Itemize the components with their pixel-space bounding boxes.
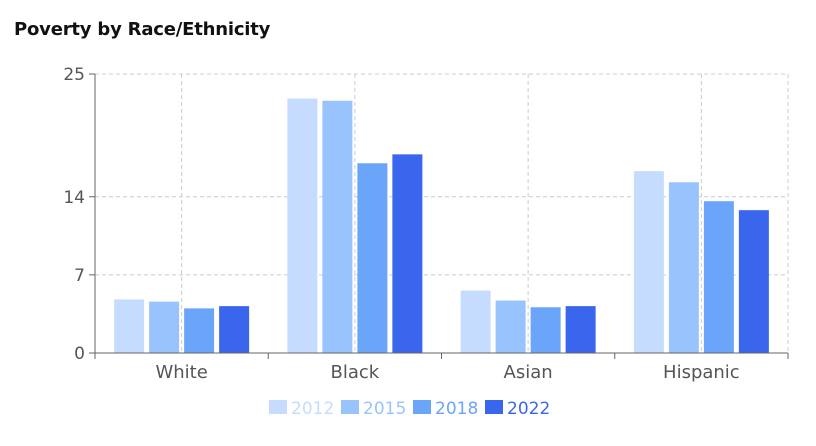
bar[interactable] xyxy=(460,290,491,353)
bar[interactable] xyxy=(149,301,180,353)
bars xyxy=(114,98,769,353)
legend-swatch xyxy=(413,400,431,414)
legend-swatch xyxy=(341,400,359,414)
y-tick-label: 0 xyxy=(74,344,85,364)
bar[interactable] xyxy=(738,210,769,353)
legend-item[interactable]: 2022 xyxy=(485,399,550,419)
legend-label: 2015 xyxy=(363,399,406,419)
bar[interactable] xyxy=(287,98,318,353)
axes xyxy=(89,73,789,359)
y-tick-label: 14 xyxy=(63,188,85,208)
bar[interactable] xyxy=(322,100,353,353)
x-tick-label: Black xyxy=(331,362,380,383)
legend-item[interactable]: 2012 xyxy=(269,399,334,419)
x-tick-labels: White Black Asian Hispanic xyxy=(155,362,739,383)
y-tick-label: 7 xyxy=(74,266,85,286)
legend-swatch xyxy=(269,400,287,414)
legend-item[interactable]: 2015 xyxy=(341,399,406,419)
bar[interactable] xyxy=(219,306,250,353)
legend-label: 2012 xyxy=(291,399,334,419)
x-tick-label: Hispanic xyxy=(663,362,740,383)
y-tick-labels: 0 7 14 25 xyxy=(63,65,85,364)
bar[interactable] xyxy=(392,154,423,353)
bar[interactable] xyxy=(184,308,215,353)
legend-swatch xyxy=(485,400,503,414)
bar[interactable] xyxy=(495,300,526,353)
bar[interactable] xyxy=(633,171,664,353)
bar[interactable] xyxy=(565,306,596,353)
bar[interactable] xyxy=(703,201,734,353)
legend-label: 2022 xyxy=(507,399,550,419)
bar[interactable] xyxy=(357,163,388,353)
legend-item[interactable]: 2018 xyxy=(413,399,478,419)
legend-label: 2018 xyxy=(435,399,478,419)
x-tick-label: White xyxy=(155,362,207,383)
chart-title: Poverty by Race/Ethnicity xyxy=(14,19,271,40)
bar[interactable] xyxy=(530,307,561,353)
y-tick-label: 25 xyxy=(63,65,85,85)
bar[interactable] xyxy=(114,299,145,353)
legend[interactable]: 2012 2015 2018 2022 xyxy=(269,399,550,419)
x-tick-label: Asian xyxy=(504,362,553,383)
bar[interactable] xyxy=(668,182,699,353)
